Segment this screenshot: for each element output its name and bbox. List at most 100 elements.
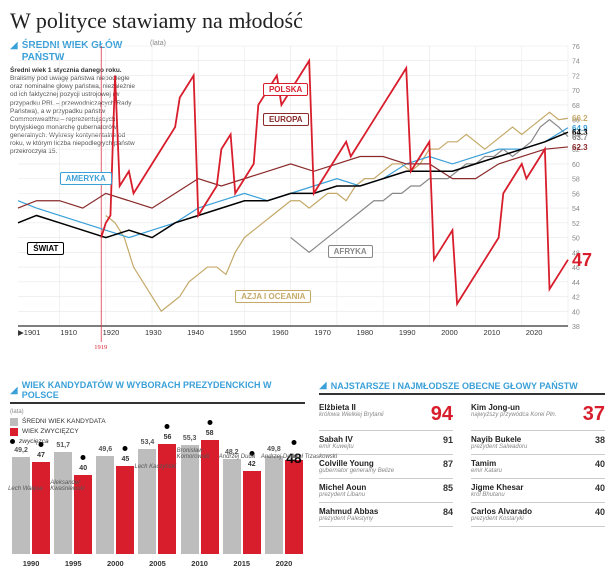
winner-dot-icon	[39, 442, 44, 447]
avg-bar: 49,8	[265, 456, 283, 554]
avg-val: 49,6	[96, 446, 114, 453]
leader-sub: emir Kuwejtu	[319, 444, 354, 450]
leader-name: Elżbieta II	[319, 403, 384, 412]
avg-bar: 49,6	[96, 456, 114, 554]
series-label-polska: POLSKA	[263, 83, 308, 96]
leader-name: Colville Young	[319, 459, 394, 468]
bar-group: 48,2 42 Andrzej Duda	[223, 459, 261, 554]
winner-dot-icon	[165, 424, 170, 429]
win-bar: 47	[32, 462, 50, 554]
leader-sub: prezydent Palestyny	[319, 516, 378, 522]
leader-name: Michel Aoun	[319, 483, 366, 492]
series-label-swiat: ŚWIAT	[27, 242, 64, 255]
leaders-panel: ◢ NAJSTARSZE I NAJMŁODSZE OBECNE GŁOWY P…	[319, 380, 605, 568]
leader-row: Sabah IV emir Kuwejtu 91	[319, 431, 453, 455]
avg-bar: 49,2	[12, 457, 30, 554]
arrow-icon: ◢	[319, 380, 327, 391]
series-label-afryka: AFRYKA	[328, 245, 373, 258]
svg-text:70: 70	[572, 88, 580, 95]
svg-text:56: 56	[572, 191, 580, 198]
leader-row: Michel Aoun prezydent Libanu 85	[319, 479, 453, 503]
svg-text:76: 76	[572, 44, 580, 51]
winner-name: Lech Kaczyński	[134, 464, 184, 470]
svg-text:60: 60	[572, 162, 580, 169]
bars-panel: ◢ WIEK KANDYDATÓW W WYBORACH PREZYDENCKI…	[10, 380, 305, 568]
leader-row: Jigme Khesar król Bhutanu 40	[471, 479, 605, 503]
arrow-icon: ◢	[10, 385, 18, 396]
leader-row: Colville Young gubernator generalny Beli…	[319, 455, 453, 479]
avg-bar: 51,7	[54, 452, 72, 554]
leader-row: Elżbieta II królowa Wielkiej Brytanii 94	[319, 399, 453, 431]
leader-age: 38	[595, 435, 605, 445]
win-val: 56	[158, 434, 176, 441]
main-chart: 3840424446485052545658606264666870727476…	[12, 42, 602, 360]
win-bar: 42	[243, 471, 261, 554]
winner-dot-icon	[123, 446, 128, 451]
win-val: 42	[243, 461, 261, 468]
svg-text:50: 50	[572, 236, 580, 243]
legend-avg: ŚREDNI WIEK KANDYDATA	[22, 417, 106, 427]
win-bar: 45	[116, 466, 134, 555]
avg-val: 55,3	[181, 435, 199, 442]
svg-text:58: 58	[572, 177, 580, 184]
win-val: 45	[116, 456, 134, 463]
leader-sub: najwyższy przywódca Korei Płn.	[471, 412, 556, 418]
avg-val: 49,2	[12, 447, 30, 454]
svg-text:44: 44	[572, 280, 580, 287]
avg-val: 51,7	[54, 442, 72, 449]
bar-group: 49,8 48 Andrzej DudaRafał Trzaskowski	[265, 456, 303, 554]
leader-row: Mahmud Abbas prezydent Palestyny 84	[319, 503, 453, 527]
leader-sub: królowa Wielkiej Brytanii	[319, 412, 384, 418]
page-title: W polityce stawiamy na młodość	[10, 8, 605, 34]
series-label-azja: AZJA I OCEANIA	[235, 290, 311, 303]
leader-row: Nayib Bukele prezydent Salwadoru 38	[471, 431, 605, 455]
leaders-title: NAJSTARSZE I NAJMŁODSZE OBECNE GŁOWY PAŃ…	[331, 381, 578, 391]
avg-bar: 48,2	[223, 459, 241, 554]
leader-name: Tamim	[471, 459, 502, 468]
leader-age: 94	[431, 403, 453, 426]
leader-age: 85	[443, 483, 453, 493]
bar-group: 55,3 58 Bronisław Komorowski	[181, 440, 219, 554]
marker-year: 1919	[94, 344, 107, 351]
end-value-polska: 47	[572, 250, 592, 271]
winner-name: Aleksander Kwaśniewski	[50, 480, 100, 492]
leader-row: Kim Jong-un najwyższy przywódca Korei Pł…	[471, 399, 605, 431]
leader-age: 40	[595, 459, 605, 469]
bar-group: 53,4 56 Lech Kaczyński	[138, 444, 176, 554]
leader-age: 40	[595, 483, 605, 493]
win-bar: 56	[158, 444, 176, 554]
svg-text:52: 52	[572, 221, 580, 228]
svg-text:40: 40	[572, 309, 580, 316]
winner-dot-icon	[81, 455, 86, 460]
y-unit: (lata)	[150, 40, 166, 47]
end-value-afryka: 63.7	[572, 133, 588, 142]
leader-row: Carlos Alvarado prezydent Kostaryki 40	[471, 503, 605, 527]
leader-age: 84	[443, 507, 453, 517]
leader-name: Jigme Khesar	[471, 483, 523, 492]
win-bar: 48	[285, 460, 303, 554]
avg-bar: 55,3	[181, 445, 199, 554]
win-val: 40	[74, 465, 92, 472]
end-value-europa: 62.3	[572, 143, 588, 152]
leader-age: 87	[443, 459, 453, 469]
series-label-ameryka: AMERYKA	[60, 172, 112, 185]
bars-years: 1990199520002005201020152020	[10, 559, 305, 568]
alt-name: Rafał Trzaskowski	[289, 454, 339, 460]
svg-text:74: 74	[572, 59, 580, 66]
avg-val: 53,4	[138, 439, 156, 446]
leader-age: 91	[443, 435, 453, 445]
oldest-col: Elżbieta II królowa Wielkiej Brytanii 94…	[319, 399, 453, 527]
bar-group: 51,7 40 Aleksander Kwaśniewski	[54, 452, 92, 554]
svg-text:38: 38	[572, 324, 580, 331]
leader-age: 40	[595, 507, 605, 517]
youngest-col: Kim Jong-un najwyższy przywódca Korei Pł…	[471, 399, 605, 527]
end-value-azja: 66.2	[572, 114, 588, 123]
winner-dot-icon	[291, 440, 296, 445]
bar-group: 49,2 47 Lech Wałęsa	[12, 457, 50, 554]
leader-sub: król Bhutanu	[471, 492, 523, 498]
bars-area: 49,2 47 Lech Wałęsa 51,7 40 Aleksander K…	[10, 436, 305, 554]
bars-unit: (lata)	[10, 408, 106, 417]
svg-text:72: 72	[572, 73, 580, 80]
leader-age: 37	[583, 403, 605, 426]
x-axis: ▶190119101920193019401950196019701980199…	[18, 328, 568, 344]
